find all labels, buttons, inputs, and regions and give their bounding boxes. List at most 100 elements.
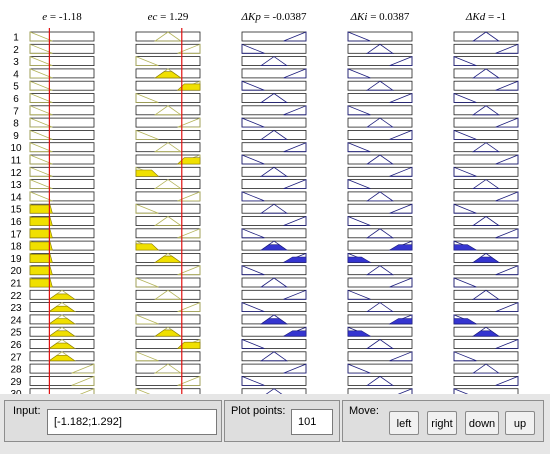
membership-function xyxy=(241,228,265,239)
membership-fired-area xyxy=(282,330,307,337)
membership-fired-area xyxy=(282,256,307,263)
membership-function xyxy=(347,105,371,116)
membership-function xyxy=(283,179,307,190)
rule-cell-box xyxy=(29,179,95,190)
membership-function xyxy=(283,105,307,116)
row-number: 6 xyxy=(13,94,19,105)
membership-fired-area xyxy=(260,318,288,325)
membership-function xyxy=(177,117,201,128)
rule-cell-box xyxy=(347,203,413,214)
rule-cell-box xyxy=(453,289,519,300)
rule-cell-box xyxy=(29,80,95,91)
rule-cell-box xyxy=(347,154,413,165)
membership-function xyxy=(495,302,519,313)
rule-cell-box xyxy=(135,375,201,386)
rule-cell-box xyxy=(453,191,519,202)
membership-function xyxy=(495,154,519,165)
rule-cell-box xyxy=(135,289,201,300)
rule-cell-box xyxy=(29,68,95,79)
rule-cell-box xyxy=(453,80,519,91)
membership-function xyxy=(135,314,159,325)
rule-cell-box xyxy=(29,43,95,54)
rule-cell-box xyxy=(241,228,307,239)
rule-cell-box xyxy=(241,375,307,386)
rule-cell-box xyxy=(135,105,201,116)
rule-cell-box xyxy=(241,154,307,165)
rule-cell-box xyxy=(347,277,413,288)
rule-cell-box xyxy=(241,31,307,42)
membership-fired-area xyxy=(48,318,76,325)
membership-function xyxy=(241,117,265,128)
membership-function xyxy=(29,43,53,54)
row-number: 19 xyxy=(10,254,22,265)
row-number: 14 xyxy=(10,192,22,203)
membership-function xyxy=(29,154,53,165)
rule-cell-box xyxy=(453,56,519,66)
input-field[interactable]: [-1.182;1.292] xyxy=(47,409,217,435)
membership-function xyxy=(283,289,307,300)
membership-function xyxy=(389,129,413,140)
membership-function xyxy=(29,68,53,79)
plot-points-label: Plot points: xyxy=(231,405,286,417)
membership-function xyxy=(135,92,159,103)
move-right-button[interactable]: right xyxy=(427,411,457,435)
membership-function xyxy=(365,191,395,202)
plot-points-field[interactable]: 101 xyxy=(291,409,333,435)
row-number: 17 xyxy=(10,229,22,240)
membership-function xyxy=(265,388,283,394)
membership-function xyxy=(471,68,501,79)
membership-function xyxy=(241,302,265,313)
membership-function xyxy=(389,56,413,66)
membership-function xyxy=(135,56,159,66)
membership-function xyxy=(79,388,95,394)
membership-fired-area xyxy=(453,244,478,251)
row-number: 29 xyxy=(10,377,22,388)
membership-function xyxy=(389,277,413,288)
membership-function xyxy=(153,31,183,42)
membership-function xyxy=(471,179,501,190)
membership-function xyxy=(177,265,201,276)
membership-fired-area xyxy=(176,157,201,165)
move-down-button[interactable]: down xyxy=(465,411,499,435)
rule-cell-box xyxy=(453,154,519,165)
rule-cell-box xyxy=(135,314,201,325)
rule-cell-box xyxy=(453,216,519,226)
membership-fired-area xyxy=(135,169,160,177)
membership-function xyxy=(397,388,413,394)
plot-points-group: Plot points: 101 xyxy=(224,400,340,442)
membership-function xyxy=(153,179,183,190)
membership-function xyxy=(259,351,289,362)
membership-fired-area xyxy=(29,241,53,251)
rule-cell-box xyxy=(241,339,307,349)
rule-cell-box xyxy=(347,228,413,239)
rule-cell-box xyxy=(241,289,307,300)
membership-fired-area xyxy=(29,266,53,276)
rule-cell-box xyxy=(453,105,519,116)
rule-cell-box xyxy=(135,277,201,288)
rule-cell-box xyxy=(135,31,201,42)
rule-cell-box xyxy=(347,339,413,349)
row-number: 5 xyxy=(13,82,19,93)
move-up-button[interactable]: up xyxy=(505,411,535,435)
rule-cell-box xyxy=(135,191,201,202)
rule-cell-box xyxy=(135,56,201,66)
membership-fired-area xyxy=(154,255,182,263)
rule-cell-box xyxy=(135,43,201,54)
membership-fired-area xyxy=(472,330,500,337)
membership-function xyxy=(495,191,519,202)
input-label: Input: xyxy=(13,405,41,417)
row-number: 11 xyxy=(11,156,22,167)
membership-function xyxy=(259,129,289,140)
row-number: 15 xyxy=(10,205,22,216)
membership-function xyxy=(153,142,183,153)
rule-cell-box xyxy=(453,375,519,386)
membership-function xyxy=(241,43,265,54)
rule-cell-box xyxy=(347,375,413,386)
column-header-3: ΔKp = -0.0387 xyxy=(241,11,307,23)
membership-function xyxy=(495,228,519,239)
move-left-button[interactable]: left xyxy=(389,411,419,435)
row-number: 21 xyxy=(10,279,22,290)
membership-fired-area xyxy=(347,330,372,337)
membership-fired-area xyxy=(48,293,76,300)
membership-function xyxy=(153,105,183,116)
